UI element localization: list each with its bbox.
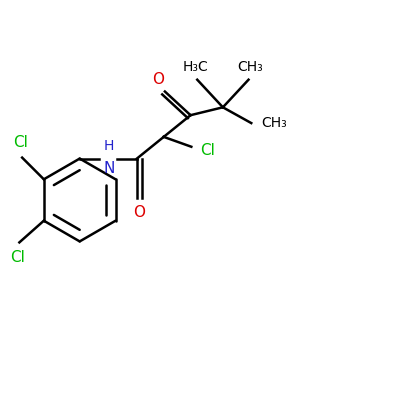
Text: O: O bbox=[152, 72, 164, 87]
Text: O: O bbox=[133, 205, 145, 220]
Text: H₃C: H₃C bbox=[182, 60, 208, 74]
Text: Cl: Cl bbox=[200, 143, 215, 158]
Text: CH₃: CH₃ bbox=[238, 60, 263, 74]
Text: N: N bbox=[104, 160, 115, 176]
Text: H: H bbox=[104, 139, 114, 153]
Text: Cl: Cl bbox=[13, 136, 28, 150]
Text: CH₃: CH₃ bbox=[261, 116, 287, 130]
Text: Cl: Cl bbox=[10, 250, 25, 264]
